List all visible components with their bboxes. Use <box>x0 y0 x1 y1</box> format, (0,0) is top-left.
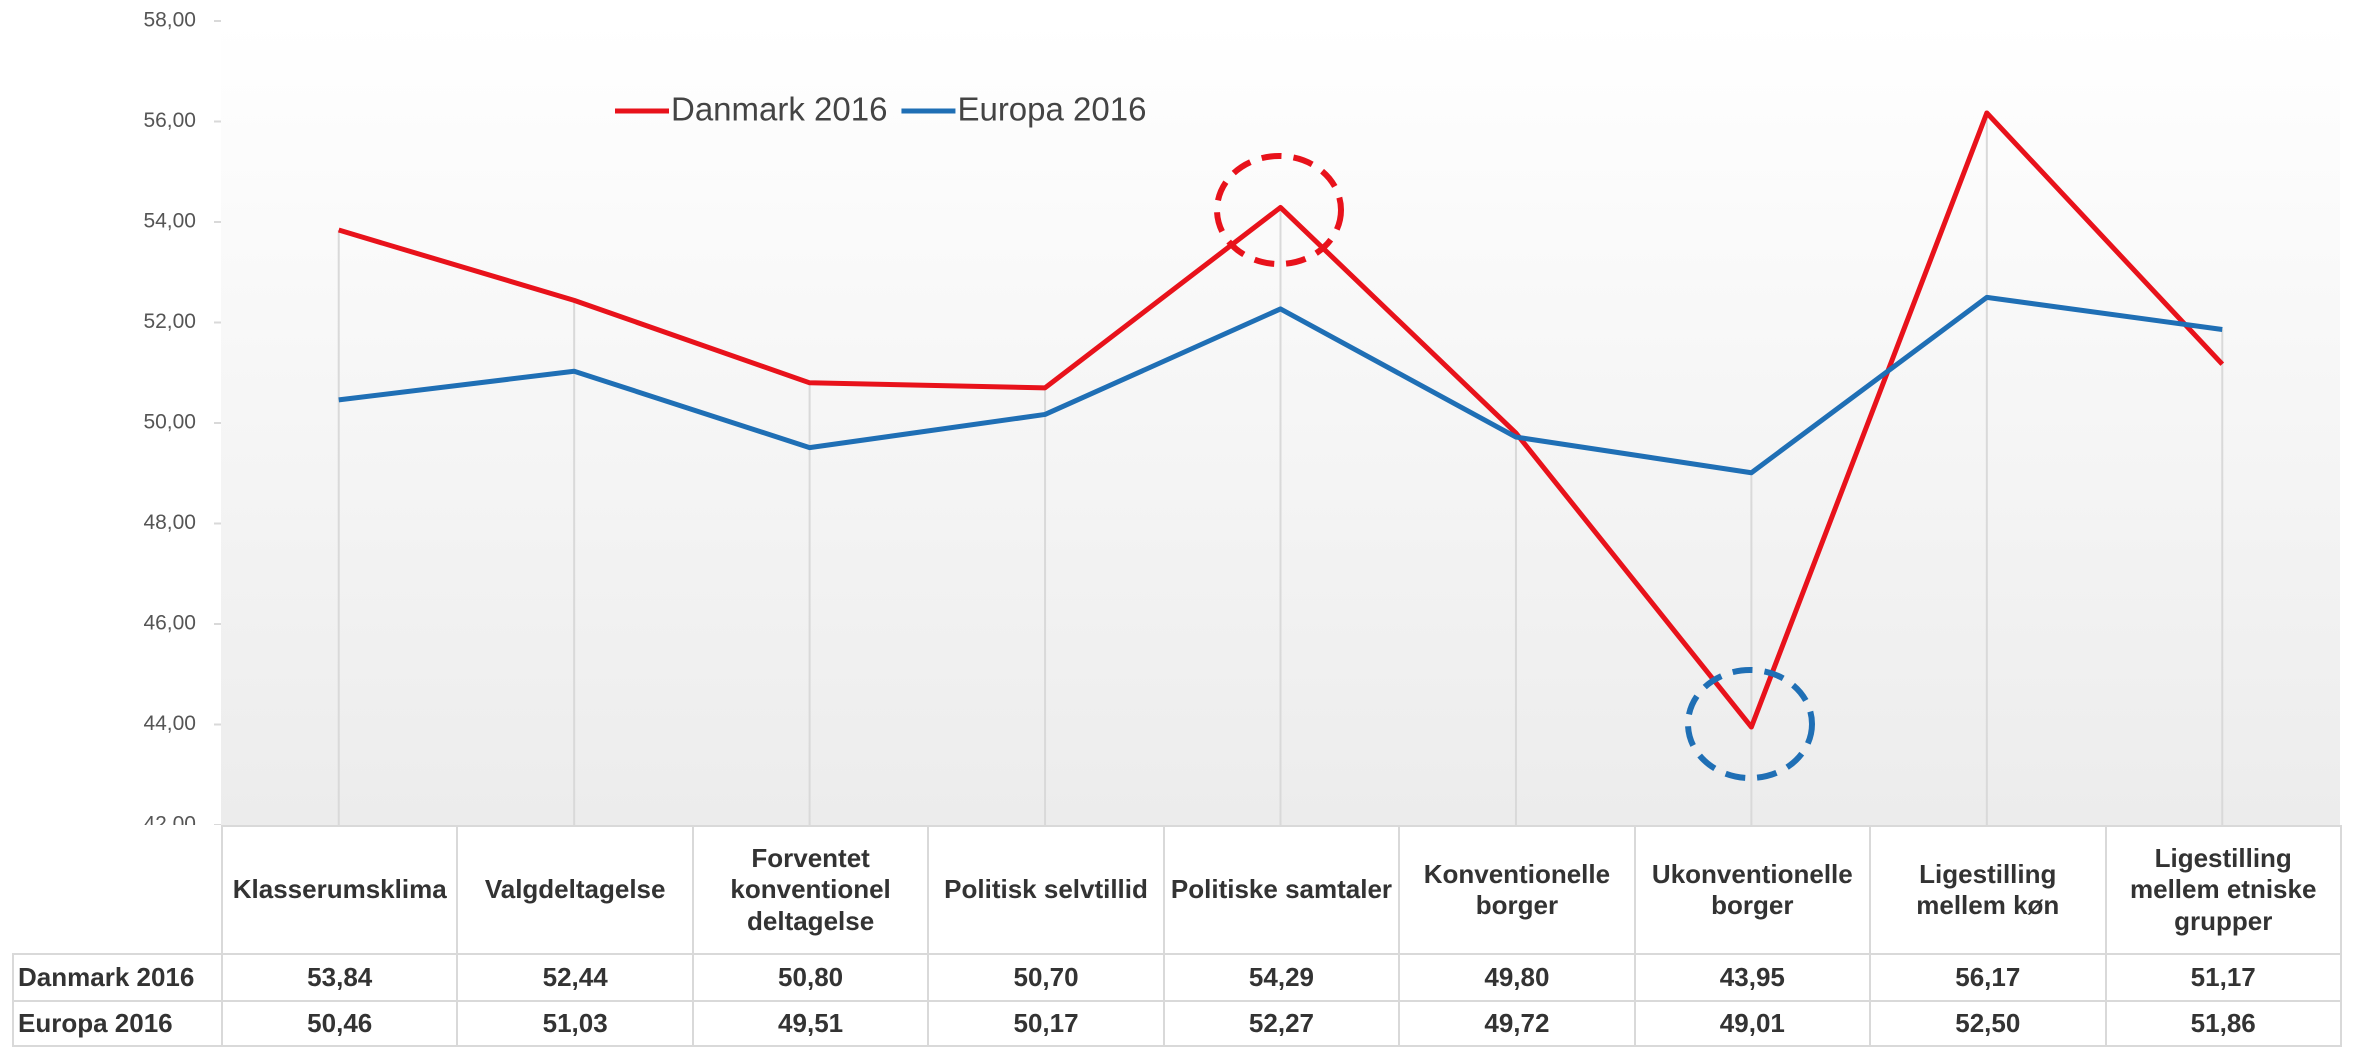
y-tick-label: 42,00 <box>143 813 196 825</box>
row-label: Danmark 2016 <box>12 953 223 1002</box>
value-cell: 50,17 <box>927 1000 1165 1047</box>
category-label: Klasserumsklima <box>220 825 459 955</box>
value-cell: 49,72 <box>1398 1000 1636 1047</box>
y-tick-label: 56,00 <box>143 109 196 132</box>
y-tick-label: 44,00 <box>143 712 196 735</box>
header-row: Klasserumsklima Valgdeltagelse Forventet k… <box>13 825 2342 955</box>
legend-label: Danmark 2016 <box>671 91 887 128</box>
category-label: Politisk selvtillid <box>927 825 1165 955</box>
value-cell: 50,70 <box>927 953 1165 1002</box>
y-tick-label: 54,00 <box>143 210 196 233</box>
value-cell: 52,50 <box>1869 1000 2107 1047</box>
category-label: Valgdeltagelse <box>456 825 694 955</box>
value-cell: 51,86 <box>2104 1000 2342 1047</box>
value-cell: 43,95 <box>1633 953 1872 1002</box>
value-cell: 50,80 <box>691 953 930 1002</box>
series-line <box>338 294 2223 476</box>
row-label: Europa 2016 <box>12 1000 223 1047</box>
value-cell: 51,17 <box>2104 953 2342 1002</box>
data-table: Klasserumsklima Valgdeltagelse Forventet k… <box>12 825 2342 1047</box>
y-tick-label: 48,00 <box>143 511 196 534</box>
value-cell: 49,80 <box>1398 953 1636 1002</box>
data-row: Europa 2016 50,46 51,03 49,51 50,17 52,27 49,7… <box>12 1000 2342 1047</box>
legend-label: Europa 2016 <box>957 91 1146 128</box>
chart: 42,00 44,00 46,00 48,00 50,00 52,00 54,00 56,00… <box>143 9 2340 825</box>
data-row: Danmark 2016 53,84 52,44 50,80 50,70 54,29 49,… <box>12 953 2342 1002</box>
y-tick-label: 50,00 <box>143 411 196 434</box>
category-label: Ukonventionelle borger <box>1633 825 1872 955</box>
category-label: Konventionelle borger <box>1398 825 1636 955</box>
value-cell: 53,84 <box>220 953 459 1002</box>
blank-cell <box>13 826 222 954</box>
highlight-circle <box>1214 153 1344 267</box>
value-cell: 49,01 <box>1633 1000 1872 1047</box>
value-cell: 56,17 <box>1869 953 2107 1002</box>
value-cell: 52,44 <box>456 953 694 1002</box>
value-cell: 52,27 <box>1162 1000 1401 1047</box>
category-label: Ligestilling mellem køn <box>1869 825 2107 955</box>
highlight-circle <box>1685 667 1815 781</box>
category-label: Politiske samtaler <box>1162 825 1401 955</box>
value-cell: 51,03 <box>456 1000 694 1047</box>
y-tick-label: 58,00 <box>143 9 196 32</box>
series-line <box>338 110 2225 730</box>
category-label: Forventet konventionel deltagelse <box>691 825 930 955</box>
value-cell: 50,46 <box>220 1000 459 1047</box>
y-tick-label: 46,00 <box>143 612 196 635</box>
category-label: Ligestilling mellem etniske grupper <box>2104 825 2342 955</box>
value-cell: 49,51 <box>691 1000 930 1047</box>
value-cell: 54,29 <box>1162 953 1401 1002</box>
y-tick-label: 52,00 <box>143 310 196 333</box>
